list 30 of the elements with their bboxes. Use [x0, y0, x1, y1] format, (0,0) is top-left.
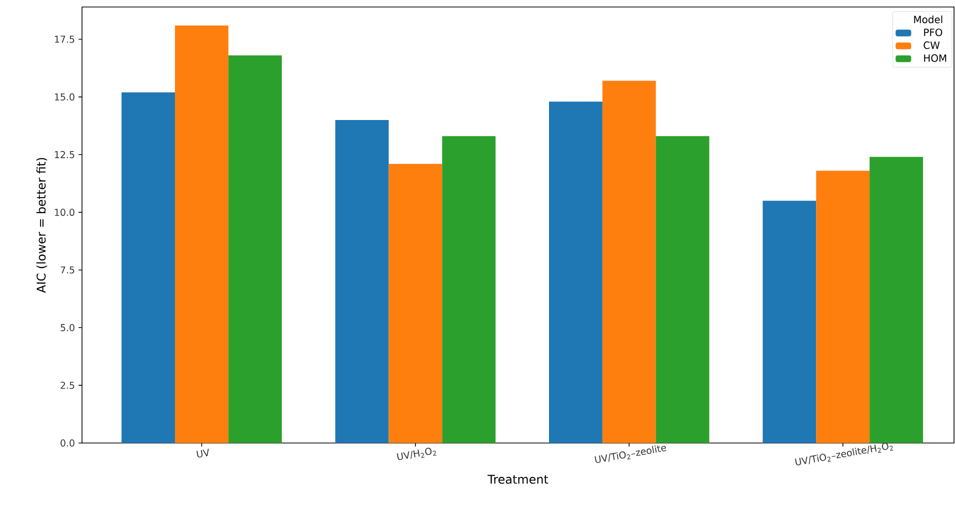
bar: [122, 92, 175, 443]
legend-label: HOM: [924, 54, 946, 62]
x-tick-label: UV/TiO$_{2}$–zeolite: [594, 445, 666, 463]
legend-label: PFO: [924, 28, 942, 36]
bar: [442, 136, 496, 443]
bar: [602, 80, 656, 443]
y-tick-label: 2.5: [60, 382, 74, 389]
y-tick-label: 10.0: [54, 208, 74, 216]
x-tick-label: UV: [196, 448, 209, 458]
x-axis-title: Treatment: [488, 474, 548, 484]
bar: [816, 170, 870, 443]
x-tick-label: UV/H$_{2}$O$_{2}$: [396, 448, 436, 460]
bar: [335, 120, 389, 443]
bar: [762, 200, 816, 443]
bar: [549, 102, 602, 443]
y-tick-label: 5.0: [60, 324, 74, 332]
y-tick-label: 17.5: [54, 36, 74, 43]
bar: [174, 25, 228, 443]
legend-label: CW: [924, 41, 940, 49]
legend-title: Model: [914, 16, 942, 24]
y-tick-label: 0.0: [60, 439, 74, 447]
y-tick-label: 15.0: [54, 93, 74, 101]
y-tick-label: 7.5: [60, 266, 74, 274]
bar: [388, 164, 442, 443]
y-tick-label: 12.5: [54, 151, 74, 158]
bar: [870, 156, 924, 443]
bar: [656, 136, 710, 443]
y-axis-title: AIC (lower = better fit): [36, 158, 48, 293]
bar: [228, 55, 282, 443]
x-tick-label: UV/TiO$_{2}$–zeolite/H$_{2}$O$_{2}$: [795, 442, 894, 466]
